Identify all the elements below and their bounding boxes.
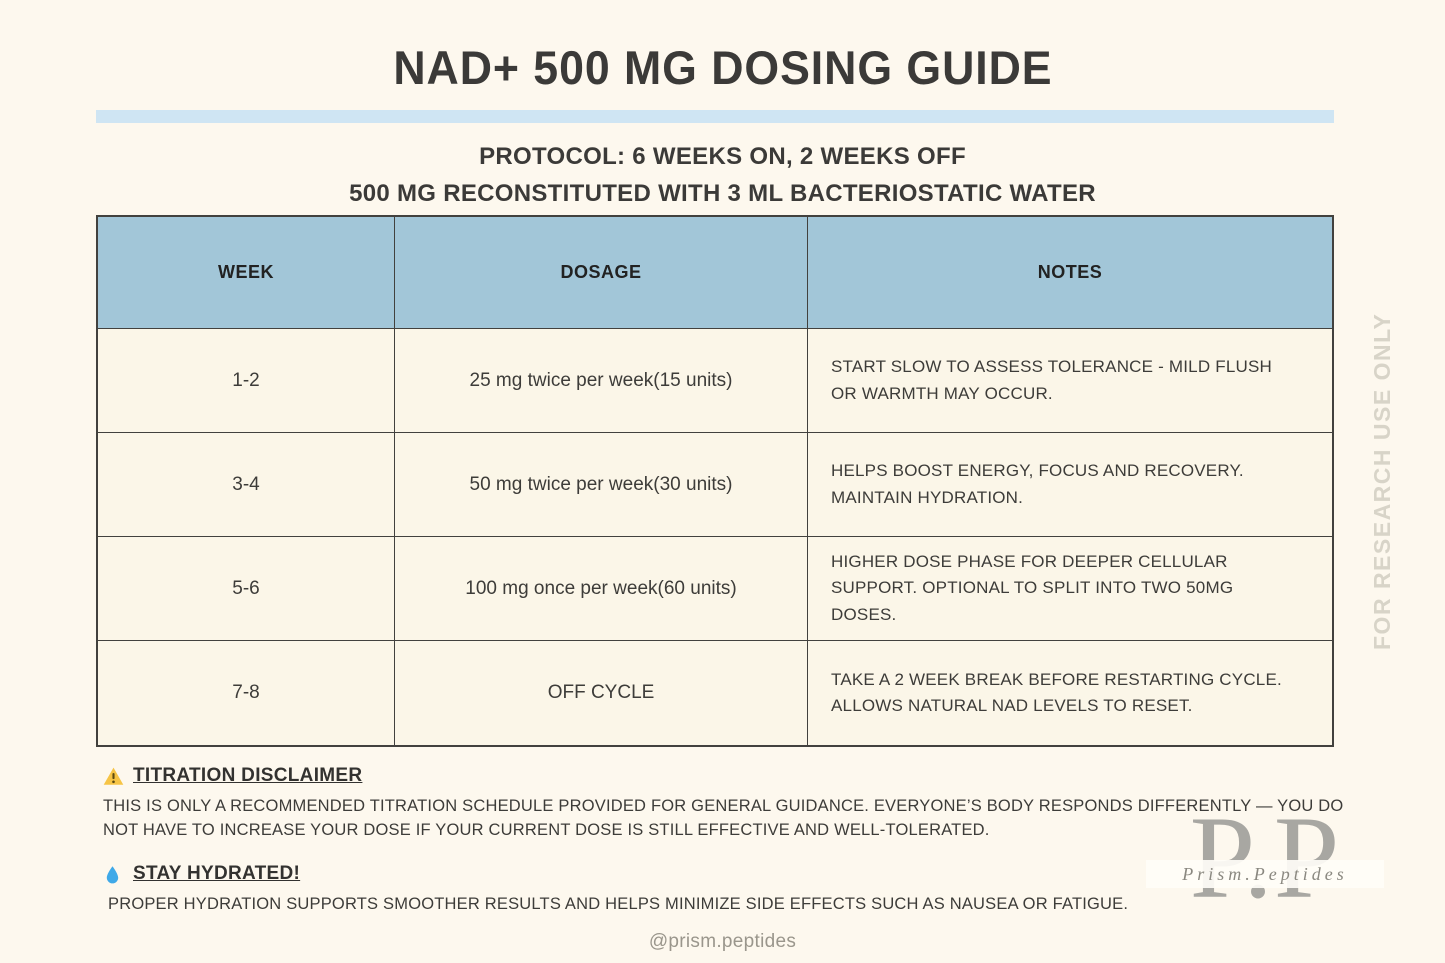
table-row-1-dosage: 25 mg twice per week(15 units) <box>395 329 808 433</box>
brand-script-text: Prism.Peptides <box>1182 863 1348 884</box>
brand-script-band: Prism.Peptides <box>1146 860 1384 888</box>
table-row-1-week: 1-2 <box>98 329 395 433</box>
table-row-4-notes: TAKE A 2 WEEK BREAK BEFORE RESTARTING CY… <box>831 669 1282 715</box>
brand-monogram: P.P <box>1189 792 1341 923</box>
table-row-3-notes: HIGHER DOSE PHASE FOR DEEPER CELLULAR SU… <box>808 537 1332 641</box>
water-drop-icon <box>103 864 124 885</box>
brand-logo: P.P Prism.Peptides <box>1146 792 1384 946</box>
protocol-line-1: PROTOCOL: 6 WEEKS ON, 2 WEEKS OFF <box>479 143 966 170</box>
research-use-watermark: FOR RESEARCH USE ONLY <box>1369 312 1395 650</box>
protocol-line-2: 500 MG RECONSTITUTED WITH 3 ML BACTERIOS… <box>349 180 1096 207</box>
social-handle: @prism.peptides <box>648 931 797 952</box>
titration-disclaimer-section: TITRATION DISCLAIMER THIS IS ONLY A RECO… <box>103 765 1348 843</box>
dosing-table: WEEK DOSAGE NOTES 1-2 25 mg twice per we… <box>96 215 1334 747</box>
titration-disclaimer-body: THIS IS ONLY A RECOMMENDED TITRATION SCH… <box>103 797 1344 840</box>
warning-icon <box>103 766 124 787</box>
table-row-4-week: 7-8 <box>98 641 395 745</box>
stay-hydrated-section: STAY HYDRATED! PROPER HYDRATION SUPPORTS… <box>103 863 1348 916</box>
page-title-text: NAD+ 500 MG DOSING GUIDE <box>392 41 1053 94</box>
table-row-2-dosage: 50 mg twice per week(30 units) <box>395 433 808 537</box>
stay-hydrated-body: PROPER HYDRATION SUPPORTS SMOOTHER RESUL… <box>108 895 1129 913</box>
table-row-4-dosage: OFF CYCLE <box>395 641 808 745</box>
accent-bar <box>96 110 1334 123</box>
table-row-1-notes: START SLOW TO ASSESS TOLERANCE - MILD FL… <box>808 329 1332 433</box>
table-row-3-dosage: 100 mg once per week(60 units) <box>395 537 808 641</box>
table-row-2-notes: HELPS BOOST ENERGY, FOCUS AND RECOVERY. … <box>808 433 1332 537</box>
stay-hydrated-heading: STAY HYDRATED! <box>103 863 1348 885</box>
col-header-notes: NOTES <box>808 217 1332 329</box>
col-header-dosage: DOSAGE <box>395 217 808 329</box>
titration-disclaimer-heading: TITRATION DISCLAIMER <box>103 765 1348 787</box>
table-row-3-week: 5-6 <box>98 537 395 641</box>
titration-disclaimer-title: TITRATION DISCLAIMER <box>133 765 363 786</box>
page-title: NAD+ 500 MG DOSING GUIDE <box>0 40 1445 95</box>
stay-hydrated-title: STAY HYDRATED! <box>133 863 301 884</box>
table-row-2-week: 3-4 <box>98 433 395 537</box>
col-header-week: WEEK <box>98 217 395 329</box>
